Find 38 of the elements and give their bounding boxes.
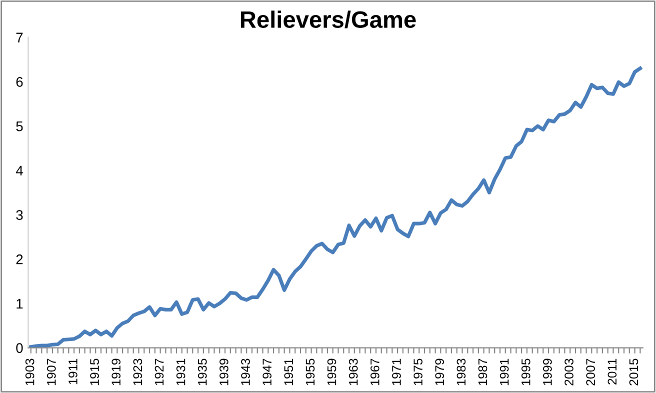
y-tick-label: 4 <box>16 166 23 176</box>
x-tick-label: 1931 <box>176 358 186 386</box>
x-tick-label: 1963 <box>348 358 358 386</box>
x-tick-label: 1907 <box>46 358 56 386</box>
y-tick-label: 7 <box>16 32 23 42</box>
x-tick-label: 2007 <box>586 358 596 386</box>
y-tick-label: 0 <box>16 343 23 353</box>
y-tick-label: 3 <box>16 210 23 220</box>
x-tick-label: 1919 <box>112 358 121 386</box>
x-tick-label: 1951 <box>284 358 294 386</box>
x-tick-label: 1967 <box>370 358 380 386</box>
y-tick-label: 2 <box>16 254 23 264</box>
x-tick-label: 1979 <box>435 358 444 386</box>
x-tick-label: 2003 <box>564 358 574 386</box>
chart-title: Relievers/Game <box>240 10 416 28</box>
x-tick-label: 1939 <box>220 358 228 386</box>
x-tick-label: 1903 <box>25 358 34 386</box>
x-tick-label: 1947 <box>262 358 272 386</box>
x-tick-label: 1959 <box>327 358 336 386</box>
y-tick-label: 5 <box>16 122 23 132</box>
x-tick-label: 1995 <box>521 358 530 386</box>
x-tick-label: 1975 <box>414 358 422 386</box>
y-tick-label: 6 <box>16 77 23 87</box>
x-tick-label: 2011 <box>608 358 617 384</box>
x-tick-label: 1999 <box>543 358 552 386</box>
x-tick-label: 1943 <box>241 358 250 386</box>
x-tick-label: 1955 <box>306 358 315 386</box>
x-tick-label: 1911 <box>68 358 78 384</box>
y-tick-label: 1 <box>16 298 23 308</box>
x-tick-label: 1991 <box>500 358 509 386</box>
x-tick-label: 1983 <box>456 358 466 386</box>
x-tick-label: 2015 <box>629 358 638 386</box>
x-tick-label: 1923 <box>133 358 142 386</box>
x-tick-label: 1935 <box>198 358 207 386</box>
x-tick-label: 1987 <box>478 358 488 386</box>
x-tick-label: 1971 <box>392 358 401 386</box>
x-tick-label: 1915 <box>90 358 99 386</box>
x-tick-label: 1927 <box>154 358 164 386</box>
